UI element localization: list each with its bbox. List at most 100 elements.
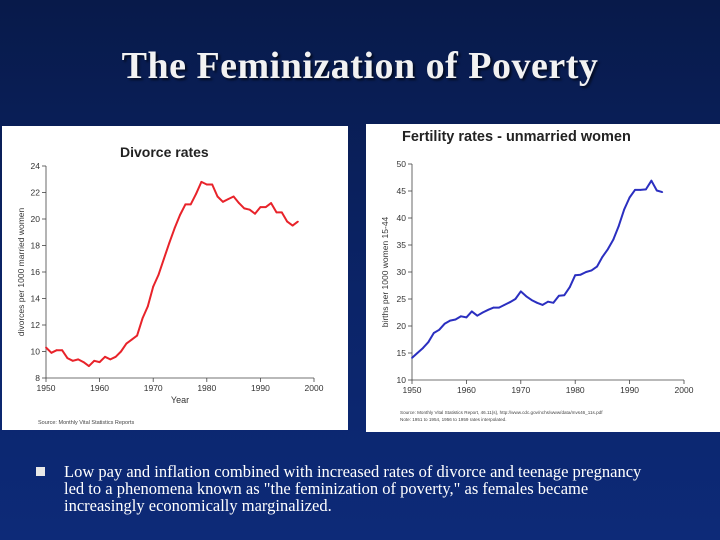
data-point <box>547 300 549 303</box>
y-tick-label: 24 <box>31 161 41 171</box>
data-point <box>519 290 522 293</box>
data-point <box>465 316 468 319</box>
data-point <box>205 183 208 186</box>
data-point <box>503 304 506 306</box>
data-point <box>427 341 430 344</box>
y-axis-label: births per 1000 women 15-44 <box>380 216 390 327</box>
data-point <box>617 225 620 227</box>
x-tick-label: 2000 <box>675 385 694 395</box>
data-point <box>55 349 58 352</box>
y-tick-label: 22 <box>31 188 41 198</box>
y-tick-label: 14 <box>31 294 41 304</box>
y-tick-label: 50 <box>397 159 407 169</box>
data-point <box>232 195 235 198</box>
y-tick-label: 16 <box>31 267 41 277</box>
data-point <box>514 298 517 300</box>
data-point <box>104 355 106 358</box>
data-point <box>530 299 533 301</box>
data-point <box>82 361 85 363</box>
data-point <box>563 294 566 297</box>
data-point <box>606 248 609 251</box>
data-point <box>168 242 171 244</box>
data-point <box>525 295 528 298</box>
data-point <box>173 227 176 230</box>
divorce-chart-panel: Divorce rates 8 10 12 14 16 18 20 22 24 1950 1960 19… <box>2 126 348 430</box>
chart-source-note: Source: Monthly Vital Statistics Report,… <box>400 410 603 415</box>
data-point <box>163 257 165 260</box>
data-point <box>179 214 181 216</box>
data-point <box>297 220 299 223</box>
y-tick-label: 18 <box>31 241 41 251</box>
data-point <box>200 181 203 183</box>
data-point <box>254 212 256 215</box>
data-point <box>238 202 240 204</box>
data-point <box>222 200 224 203</box>
y-tick-label: 10 <box>31 347 41 357</box>
y-tick-label: 20 <box>397 321 407 331</box>
data-point <box>498 306 500 309</box>
data-point <box>661 191 664 193</box>
data-point <box>416 352 419 354</box>
data-point <box>536 301 538 304</box>
data-point <box>574 274 577 277</box>
fertility-chart-panel: Fertility rates - unmarried women 10 15 20 2… <box>366 124 720 432</box>
data-point <box>227 198 230 200</box>
data-point <box>71 359 74 362</box>
bullet-text: Low pay and inflation combined with incr… <box>64 462 642 515</box>
data-point <box>291 224 294 227</box>
data-point <box>45 346 47 349</box>
x-tick-label: 1950 <box>403 385 422 395</box>
x-tick-label: 1960 <box>90 383 109 393</box>
data-point <box>628 196 631 199</box>
x-tick-label: 1970 <box>511 385 530 395</box>
data-point <box>146 305 149 308</box>
y-tick-label: 45 <box>397 186 407 196</box>
data-point <box>243 207 246 210</box>
data-point <box>93 359 96 362</box>
data-point <box>114 355 117 358</box>
data-point <box>125 342 128 345</box>
data-point <box>443 322 446 325</box>
data-point <box>438 328 441 331</box>
y-axis-label: divorces per 1000 married women <box>16 207 26 336</box>
data-point <box>650 179 653 182</box>
x-tick-label: 1970 <box>144 383 163 393</box>
data-point <box>655 189 658 192</box>
data-point <box>454 318 457 321</box>
data-point <box>476 314 479 317</box>
data-point <box>61 349 63 352</box>
x-tick-label: 1980 <box>197 383 216 393</box>
data-point <box>109 358 112 361</box>
data-point <box>259 206 262 208</box>
data-point <box>50 351 53 354</box>
fertility-chart: Fertility rates - unmarried women 10 15 20 2… <box>380 129 694 422</box>
data-point <box>612 238 615 241</box>
data-point <box>541 304 544 306</box>
data-point <box>66 357 69 359</box>
data-point <box>585 271 587 273</box>
data-point <box>492 306 495 309</box>
series-line <box>411 179 663 359</box>
data-point <box>275 211 278 214</box>
data-point <box>509 301 511 304</box>
data-point <box>460 315 462 318</box>
chart-title: Fertility rates - unmarried women <box>402 129 631 145</box>
x-tick-label: 1950 <box>37 383 56 393</box>
data-point <box>195 192 198 195</box>
data-point <box>552 301 555 304</box>
data-point <box>136 334 139 337</box>
data-point <box>286 220 289 223</box>
x-tick-label: 1990 <box>620 385 639 395</box>
data-point <box>596 265 598 268</box>
x-axis-label: Year <box>171 395 189 405</box>
y-tick-label: 10 <box>397 375 407 385</box>
y-tick-label: 15 <box>397 348 407 358</box>
data-point <box>470 310 473 313</box>
slide-title: The Feminization of Poverty <box>121 45 599 87</box>
data-point <box>130 338 133 341</box>
data-point <box>211 183 214 186</box>
chart-source-note: Note: 1951 to 1954, 1956 to 1959 rates i… <box>400 417 507 422</box>
data-point <box>280 211 283 214</box>
data-point <box>264 206 267 208</box>
chart-title: Divorce rates <box>120 144 209 160</box>
